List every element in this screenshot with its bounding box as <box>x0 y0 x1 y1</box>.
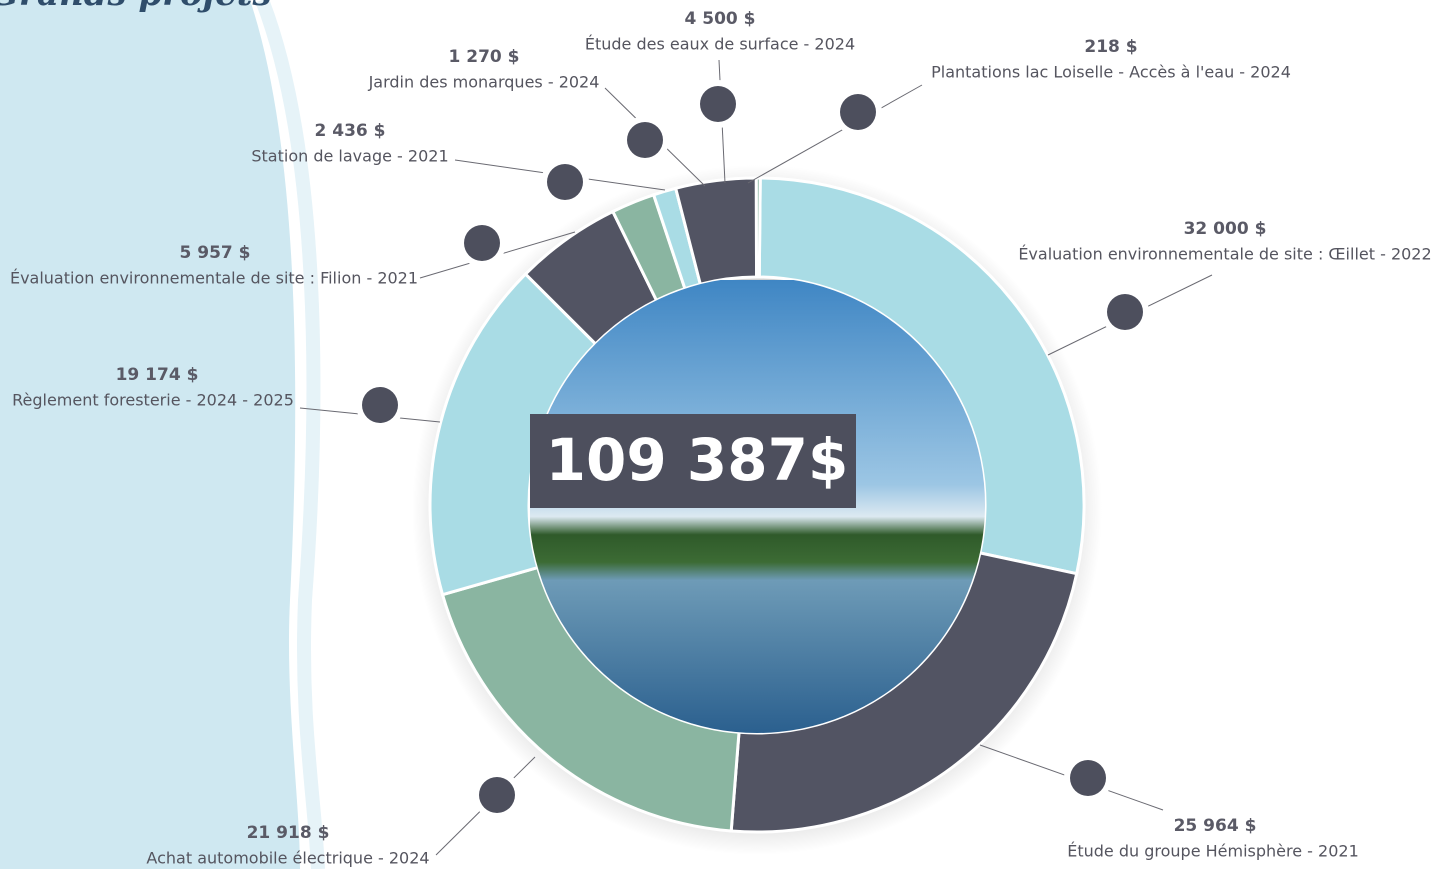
category-label: Évaluation environnementale de site : Œi… <box>1018 245 1431 264</box>
background-wave <box>0 0 300 869</box>
chart-title: Grands projets <box>0 0 272 14</box>
project-icon <box>1070 760 1106 796</box>
project-icon <box>627 122 663 158</box>
category-label: Plantations lac Loiselle - Accès à l'eau… <box>931 63 1291 82</box>
category-label: Achat automobile électrique - 2024 <box>146 849 429 868</box>
value-label: 25 964 $ <box>1174 816 1257 836</box>
project-icon <box>547 164 583 200</box>
value-label: 5 957 $ <box>180 243 251 263</box>
leader-line <box>748 85 922 183</box>
category-label: Jardin des monarques - 2024 <box>368 73 600 92</box>
total-label: 109 387$ <box>546 426 849 494</box>
category-label: Étude des eaux de surface - 2024 <box>585 35 855 54</box>
project-icon <box>840 94 876 130</box>
chart: Grands projets 109 387$ 32 000 $ Évaluati… <box>0 0 1450 869</box>
project-icon <box>479 777 515 813</box>
category-label: Évaluation environnementale de site : Fi… <box>10 269 418 288</box>
category-label: Étude du groupe Hémisphère - 2021 <box>1067 842 1359 861</box>
page: {"chart_data": {"type": "donut", "title"… <box>0 0 1450 869</box>
value-label: 4 500 $ <box>685 9 756 29</box>
value-label: 1 270 $ <box>449 47 520 67</box>
value-label: 32 000 $ <box>1184 219 1267 239</box>
value-label: 2 436 $ <box>315 121 386 141</box>
value-label: 218 $ <box>1084 37 1137 57</box>
project-icon <box>1107 294 1143 330</box>
value-label: 21 918 $ <box>247 823 330 843</box>
category-label: Règlement foresterie - 2024 - 2025 <box>12 391 294 410</box>
project-icon <box>362 387 398 423</box>
value-label: 19 174 $ <box>116 365 199 385</box>
project-icon <box>700 86 736 122</box>
donut-slice <box>756 178 760 277</box>
category-label: Station de lavage - 2021 <box>251 147 448 166</box>
project-icon <box>464 225 500 261</box>
